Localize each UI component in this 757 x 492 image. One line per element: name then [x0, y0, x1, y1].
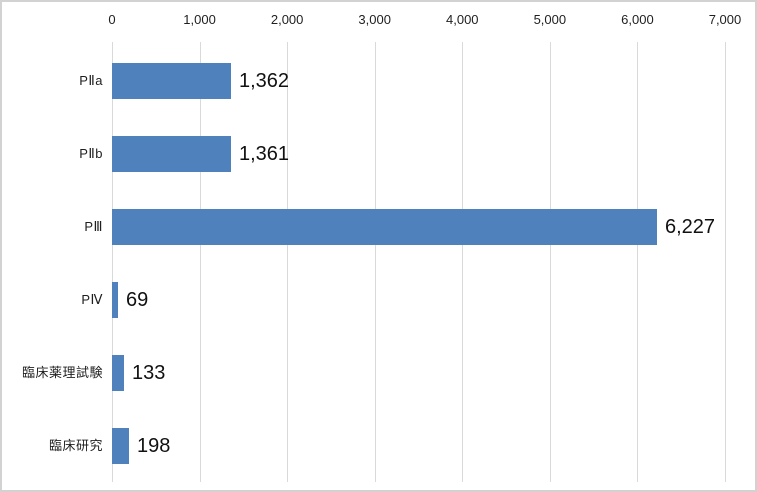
- bar: [112, 63, 231, 99]
- category-axis-label: PⅡa: [79, 73, 103, 88]
- bar: [112, 355, 124, 391]
- bar: [112, 282, 118, 318]
- x-axis-tick-label: 5,000: [533, 12, 567, 27]
- category-axis-label: PⅢ: [84, 219, 103, 234]
- category-axis-label: PⅣ: [81, 292, 103, 307]
- bar-data-label: 133: [132, 362, 166, 384]
- x-axis-tick-label: 3,000: [358, 12, 391, 27]
- x-axis-tick-label: 1,000: [183, 12, 216, 27]
- gridline: [725, 42, 726, 482]
- gridline: [637, 42, 639, 482]
- gridline: [199, 42, 201, 482]
- bar-data-label: 6,227: [665, 216, 716, 238]
- x-axis-tick-label: 7,000: [708, 12, 742, 27]
- bar: [112, 136, 231, 172]
- category-axis-label: PⅡb: [79, 146, 103, 161]
- bar: [112, 428, 129, 464]
- category-axis-label: 臨床薬理試験: [21, 365, 103, 380]
- bar-data-label: 198: [137, 435, 171, 457]
- bar-data-label: 1,362: [239, 70, 290, 92]
- gridline: [287, 42, 289, 482]
- gridline: [112, 42, 113, 482]
- bar: [112, 209, 657, 245]
- gridline: [549, 42, 551, 482]
- category-axis-label: 臨床研究: [48, 438, 103, 453]
- x-axis-tick-label: 6,000: [621, 12, 654, 27]
- x-axis-tick-label: 0: [108, 12, 116, 27]
- bar-data-label: 69: [126, 289, 149, 311]
- x-axis-tick-label: 4,000: [446, 12, 479, 27]
- bar-data-label: 1,361: [239, 143, 290, 165]
- gridline: [374, 42, 376, 482]
- gridline: [462, 42, 464, 482]
- x-axis-tick-label: 2,000: [270, 12, 304, 27]
